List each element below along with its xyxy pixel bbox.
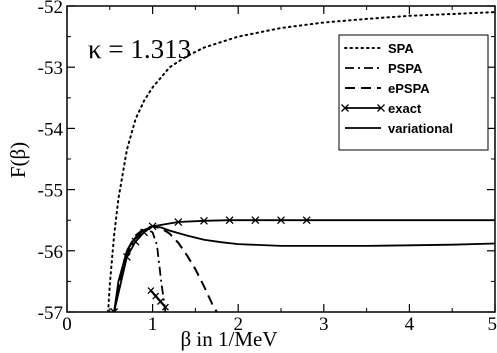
legend-label: variational xyxy=(388,121,453,136)
data-point-exact xyxy=(225,216,234,225)
legend-label: ePSPA xyxy=(388,81,430,96)
y-axis-title: F(β) xyxy=(6,142,30,178)
legend-marker xyxy=(341,104,349,112)
x-tick-label: 5 xyxy=(488,314,497,335)
data-point-exact xyxy=(110,308,119,312)
legend-label: SPA xyxy=(388,41,414,56)
y-axis-ticks: -57 -56 -55 -54 -53 -52 xyxy=(38,0,495,324)
legend-item-pspa: PSPA xyxy=(345,61,423,76)
legend-item-epspa: ePSPA xyxy=(345,81,430,96)
x-axis-ticks: 0 1 2 3 4 5 xyxy=(62,6,497,335)
artifact-marker xyxy=(161,303,169,311)
x-tick-label: 4 xyxy=(405,314,415,335)
series-line-variational xyxy=(113,225,495,312)
x-tick-label: 0 xyxy=(62,314,72,335)
legend-items: SPA PSPA ePSPA exact variational xyxy=(341,41,453,136)
kappa-annotation: κ = 1.313 xyxy=(88,34,191,64)
artifact-marker xyxy=(157,298,164,305)
y-tick-label: -54 xyxy=(38,119,64,140)
y-tick-label: -57 xyxy=(38,303,63,324)
data-point-exact xyxy=(140,228,148,237)
legend: SPA PSPA ePSPA exact variational xyxy=(338,34,489,151)
y-tick-label: -53 xyxy=(38,58,63,79)
data-point-exact xyxy=(277,216,285,225)
data-point-exact xyxy=(251,216,260,225)
artifact-marker xyxy=(152,292,160,300)
y-tick-label: -56 xyxy=(38,242,63,263)
x-tick-label: 1 xyxy=(148,314,158,335)
y-tick-label: -55 xyxy=(38,181,63,202)
data-point-exact xyxy=(174,218,183,226)
x-axis-title: β in 1/MeV xyxy=(180,327,277,351)
series-layer xyxy=(107,11,495,312)
x-tick-label: 2 xyxy=(233,314,243,335)
legend-marker xyxy=(377,104,385,112)
stray-marker-artifact xyxy=(147,287,169,311)
legend-item-exact: exact xyxy=(341,101,422,116)
legend-item-variational: variational xyxy=(345,121,453,136)
legend-box xyxy=(338,34,489,151)
legend-item-spa: SPA xyxy=(344,41,414,56)
x-tick-label: 3 xyxy=(319,314,329,335)
data-point-exact xyxy=(302,216,311,225)
series-exact xyxy=(110,216,495,312)
data-point-exact xyxy=(200,216,208,225)
series-variational xyxy=(113,225,495,312)
artifact-marker xyxy=(147,287,155,295)
data-point-exact xyxy=(131,237,140,246)
legend-label: PSPA xyxy=(388,61,423,76)
legend-label: exact xyxy=(388,101,422,116)
y-tick-label: -52 xyxy=(38,0,63,18)
